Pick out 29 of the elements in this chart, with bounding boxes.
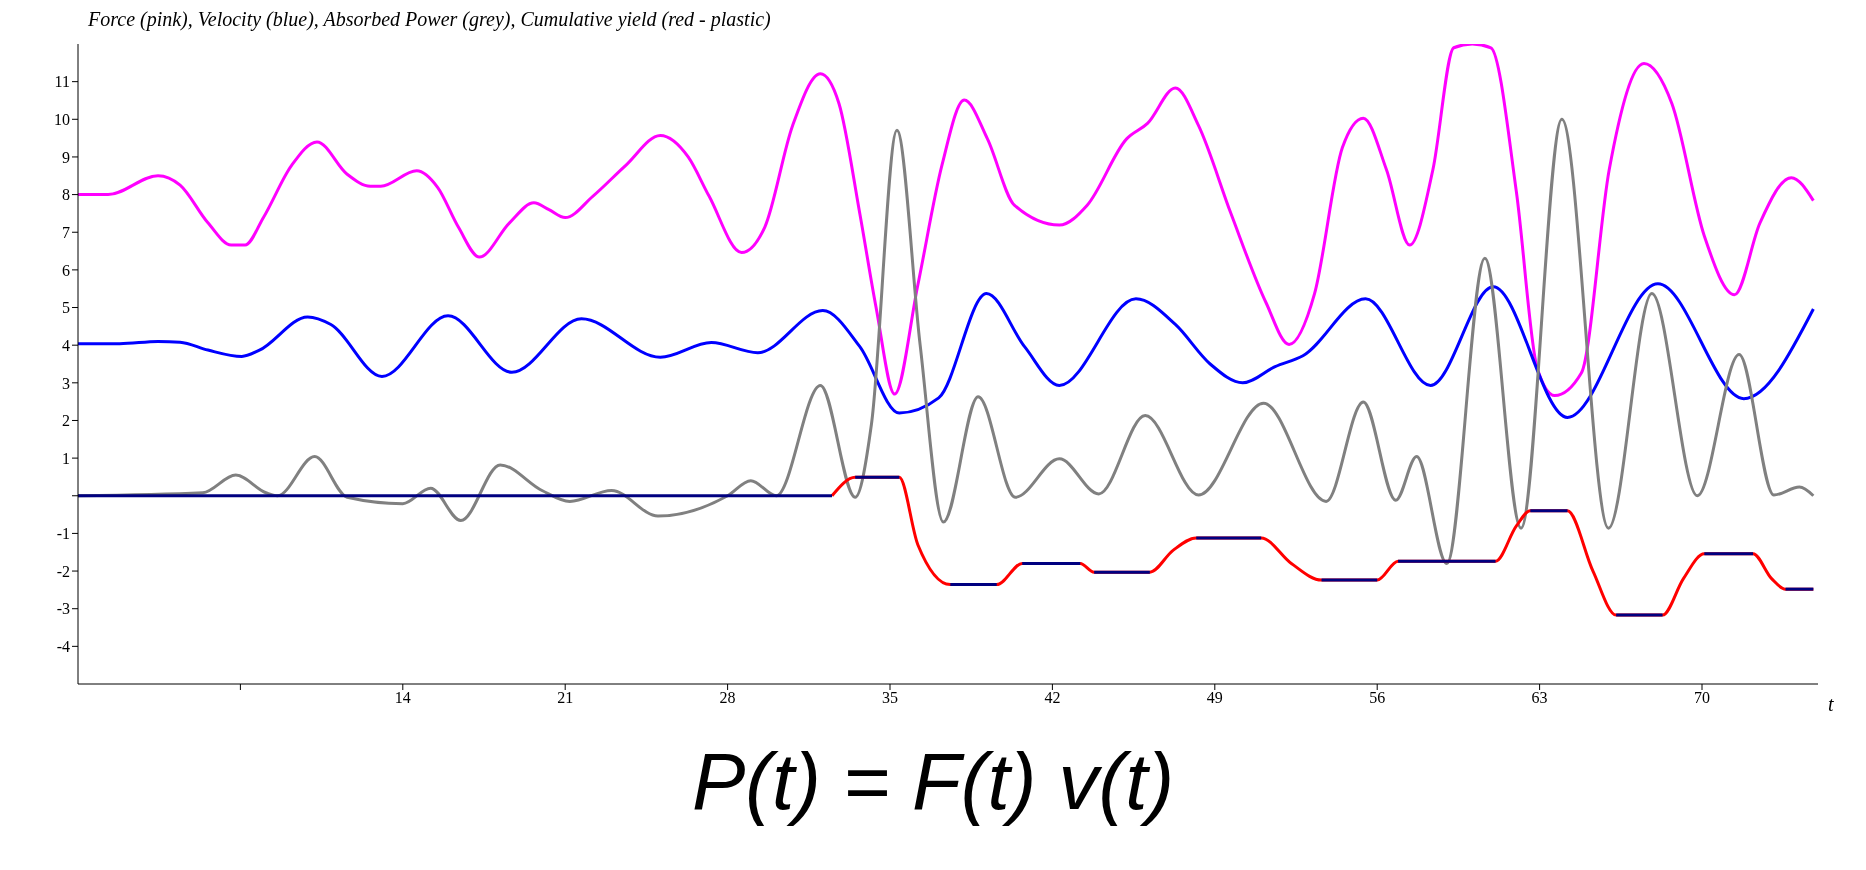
- x-axis-title: t: [1828, 693, 1834, 716]
- x-tick-label: 49: [1206, 689, 1223, 707]
- line-series: [78, 44, 1815, 398]
- y-tick-label: 1: [62, 449, 70, 467]
- y-tick-label: 3: [62, 374, 70, 392]
- y-tick-label: 4: [62, 336, 70, 354]
- y-tick-label: 10: [54, 110, 70, 128]
- y-tick-label: 11: [54, 73, 70, 91]
- y-tick-label: 7: [62, 223, 70, 241]
- text: P(t) = F(t) v(t): [690, 736, 1176, 828]
- x-tick-label: 63: [1531, 689, 1548, 707]
- y-tick-label: 5: [62, 299, 70, 317]
- x-tick-label: 42: [1044, 689, 1061, 707]
- y-tick-label: -4: [56, 638, 70, 656]
- y-tick-label: 2: [62, 412, 70, 430]
- y-tick-label: -3: [56, 600, 70, 618]
- x-tick-label: 56: [1369, 689, 1386, 707]
- x-tick-label: 35: [882, 689, 898, 707]
- y-tick-label: -1: [56, 525, 70, 543]
- x-tick-label: 21: [557, 689, 574, 707]
- line-series: [78, 282, 1815, 419]
- chart-title: Force (pink), Velocity (blue), Absorbed Power (grey), Cumulative yield (red - plastic): [88, 8, 772, 33]
- x-tick-label: 14: [394, 689, 411, 707]
- x-tick-label: 28: [719, 689, 736, 707]
- y-tick-label: 8: [62, 186, 70, 204]
- y-tick-label: 6: [62, 261, 70, 279]
- y-tick-label: 9: [62, 148, 70, 166]
- y-tick-label: -2: [56, 562, 70, 580]
- x-tick-label: 70: [1694, 689, 1710, 707]
